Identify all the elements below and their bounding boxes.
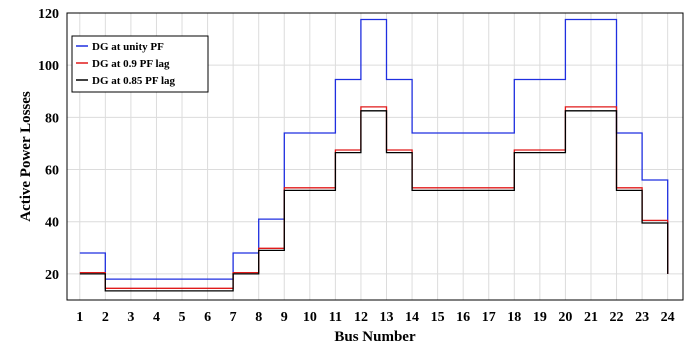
x-tick-label: 11 [329, 310, 342, 325]
x-tick-label: 21 [584, 310, 598, 325]
x-tick-label: 19 [533, 310, 547, 325]
series-lines [79, 18, 669, 292]
series-line-1 [79, 18, 669, 280]
x-axis-title: Bus Number [334, 329, 416, 345]
x-tick-label: 24 [661, 310, 675, 325]
x-tick-label: 15 [431, 310, 445, 325]
y-tick-label: 120 [38, 7, 59, 22]
legend-box [71, 35, 209, 93]
x-tick-label: 5 [179, 310, 186, 325]
x-tick-label: 6 [204, 310, 211, 325]
legend: DG at unity PF DG at 0.9 PF lag DG at 0.85… [71, 35, 209, 93]
y-tick-label: 20 [45, 268, 59, 283]
x-tick-label: 22 [610, 310, 624, 325]
y-tick-label: 40 [45, 216, 59, 231]
plot-frame [66, 12, 684, 301]
y-axis-title: Active Power Losses [18, 91, 34, 222]
x-tick-label: 7 [230, 310, 237, 325]
x-tick-label: 1 [76, 310, 83, 325]
x-tick-label: 10 [303, 310, 317, 325]
x-tick-labels: 1 2 3 4 5 6 7 8 9 10 11 12 13 14 15 16 17 18 19 20 21 22 23 24 [76, 310, 674, 325]
series-line-3 [79, 110, 669, 292]
x-tick-label: 16 [456, 310, 470, 325]
x-tick-label: 4 [153, 310, 160, 325]
x-tick-label: 13 [380, 310, 394, 325]
x-tick-label: 23 [635, 310, 649, 325]
x-tick-label: 18 [507, 310, 521, 325]
legend-label: DG at unity PF [92, 41, 164, 53]
series-line-2 [79, 106, 669, 289]
x-tick-label: 12 [354, 310, 368, 325]
x-tick-label: 20 [558, 310, 572, 325]
y-tick-labels: 20 40 60 80 100 120 [38, 7, 59, 283]
x-tick-label: 9 [281, 310, 288, 325]
x-tick-label: 2 [102, 310, 109, 325]
y-tick-label: 80 [45, 111, 59, 126]
legend-label: DG at 0.85 PF lag [92, 75, 175, 87]
x-tick-label: 8 [255, 310, 262, 325]
x-tick-label: 14 [405, 310, 419, 325]
y-tick-label: 60 [45, 164, 59, 179]
legend-label: DG at 0.9 PF lag [92, 58, 170, 70]
x-tick-label: 17 [482, 310, 496, 325]
y-tick-label: 100 [38, 59, 59, 74]
x-tick-label: 3 [127, 310, 134, 325]
